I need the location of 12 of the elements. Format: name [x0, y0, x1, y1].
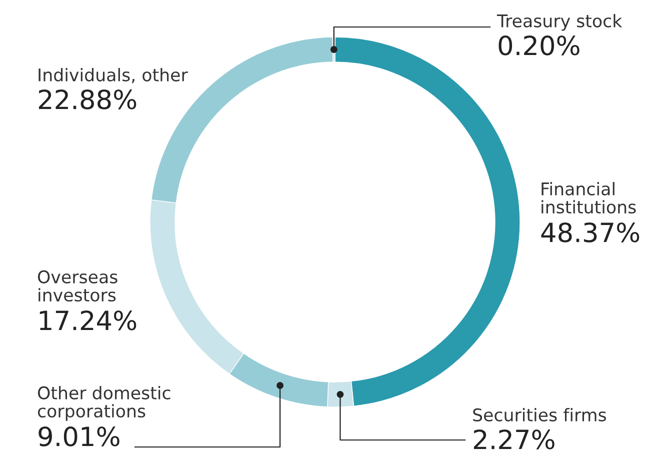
data-label: 0.20% [498, 35, 580, 56]
slice-label: Treasury stock [496, 14, 622, 31]
slice-label: Other domestic corporations [38, 386, 170, 421]
data-label: 9.01% [38, 426, 120, 446]
data-label: 22.88% [38, 89, 136, 110]
slice-label: Overseas investors [38, 270, 118, 302]
slice-label: Financial institutions [542, 182, 636, 214]
data-label: 17.24% [40, 310, 136, 330]
slice-label: Individuals, other [38, 68, 188, 84]
data-label: 48.37% [541, 222, 640, 242]
slice-label: Securities firms [473, 408, 606, 422]
data-label: 2.27% [474, 429, 554, 450]
